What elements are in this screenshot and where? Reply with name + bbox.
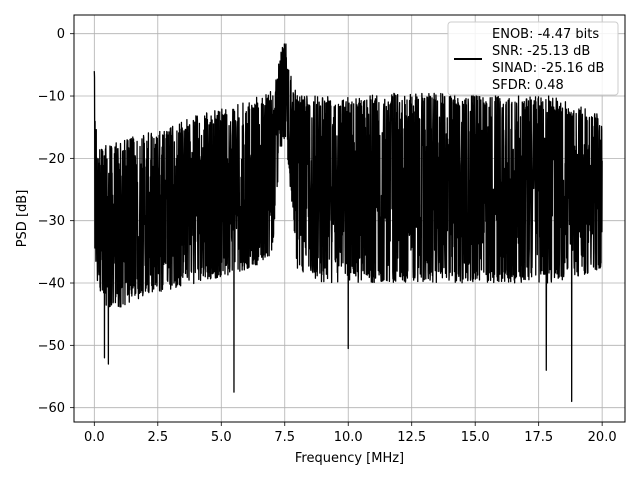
legend-box <box>447 21 619 96</box>
x-tick-label: 12.5 <box>397 430 426 445</box>
legend-line-enob: ENOB: -4.47 bits <box>492 27 599 42</box>
x-tick-label: 17.5 <box>524 430 553 445</box>
y-tick-label: −40 <box>38 277 65 292</box>
legend-line-sfdr: SFDR: 0.48 <box>492 78 564 93</box>
legend-line-snr: SNR: -25.13 dB <box>492 44 590 59</box>
y-axis-label: PSD [dB] <box>15 190 30 248</box>
y-axis-ticks: 0 −10 −20 −30 −40 −50 −60 <box>38 27 74 416</box>
x-axis-ticks: 0.0 2.5 5.0 7.5 10.0 12.5 15.0 17.5 20.0 <box>84 422 617 445</box>
x-tick-label: 15.0 <box>461 430 490 445</box>
y-tick-label: −30 <box>38 214 65 229</box>
legend-line-sinad: SINAD: -25.16 dB <box>492 61 604 76</box>
x-tick-label: 2.5 <box>147 430 168 445</box>
x-tick-label: 0.0 <box>84 430 105 445</box>
y-tick-label: −10 <box>38 90 65 105</box>
plot-frame <box>73 14 626 423</box>
data-layer <box>93 43 603 403</box>
psd-series-line <box>93 43 603 403</box>
x-tick-label: 7.5 <box>274 430 295 445</box>
x-axis-label: Frequency [MHz] <box>295 451 404 466</box>
x-tick-label: 10.0 <box>334 430 363 445</box>
x-tick-label: 20.0 <box>588 430 617 445</box>
y-tick-label: −20 <box>38 152 65 167</box>
y-tick-label: −60 <box>38 401 65 416</box>
legend: ENOB: -4.47 bits SNR: -25.13 dB SINAD: -… <box>447 21 619 96</box>
y-tick-label: −50 <box>38 339 65 354</box>
x-tick-label: 5.0 <box>211 430 232 445</box>
y-tick-label: 0 <box>57 27 65 42</box>
